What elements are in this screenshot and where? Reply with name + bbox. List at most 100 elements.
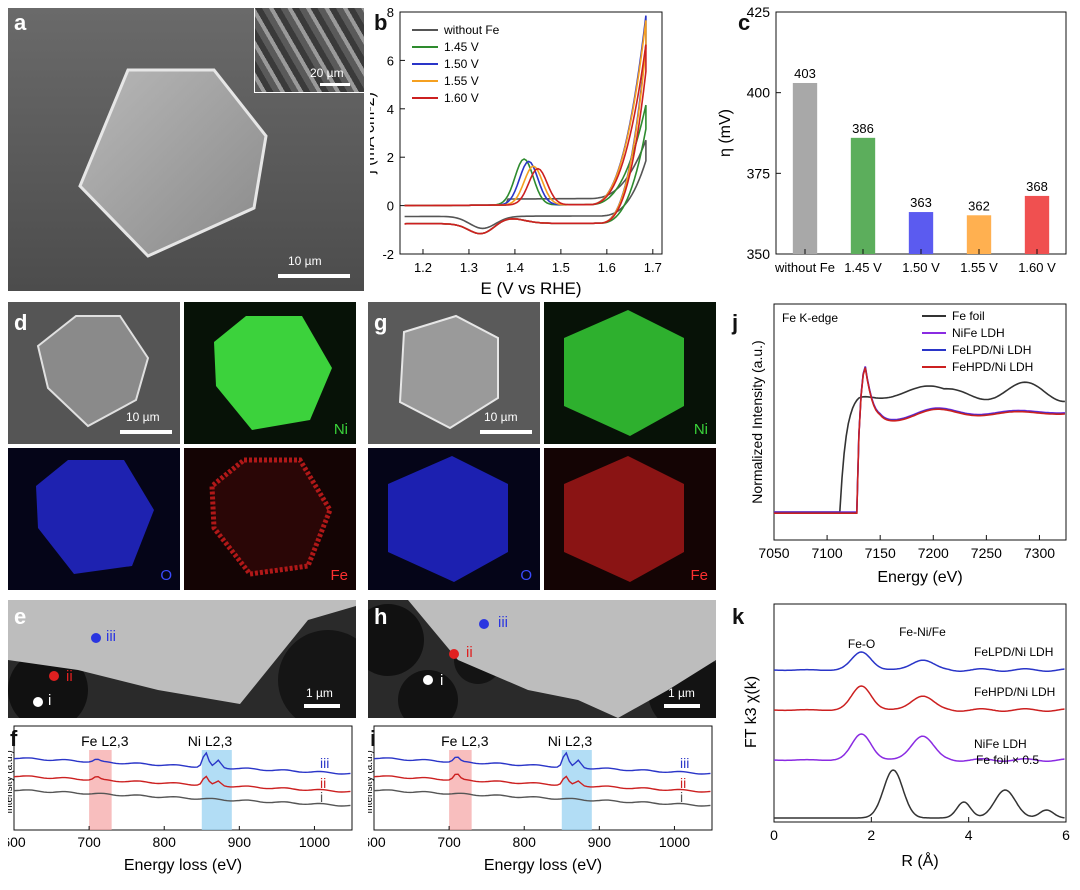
xtick-label-i: 800 — [513, 834, 537, 850]
cv-curve-4 — [404, 44, 647, 235]
inset-scale-bar — [320, 83, 350, 86]
ylabel-f: Intensity (a.u.) — [8, 750, 15, 813]
chart-i: Fe L2,3Ni L2,3iiiiii6007008009001000Ener… — [368, 725, 713, 874]
curve-label-k: FeHPD/Ni LDH — [974, 685, 1055, 699]
legend-label-j: FeLPD/Ni LDH — [952, 343, 1031, 357]
bar-value-c: 363 — [910, 195, 932, 210]
eels-curve-i — [13, 789, 351, 807]
xtick-label-b: 1.7 — [644, 260, 662, 275]
cv-curve-3 — [404, 20, 647, 235]
xtick-label-f: 1000 — [299, 834, 330, 850]
xtick-label-i: 1000 — [659, 834, 690, 850]
xlabel-b: E (V vs RHE) — [480, 279, 581, 298]
label-d: d — [14, 310, 28, 335]
legend-label-b: 1.50 V — [444, 57, 479, 71]
legend-label-b: without Fe — [443, 23, 500, 37]
point-iii-e — [91, 633, 101, 643]
map-ni-g: Ni — [544, 302, 716, 444]
ylabel-k: FT k3 χ(k) — [743, 676, 760, 748]
fe-label-d: Fe — [330, 567, 348, 584]
curve-label-i: ii — [680, 775, 686, 791]
scale-bar-a — [278, 274, 350, 278]
xtick-label-k: 4 — [965, 827, 973, 843]
bar-c — [850, 137, 876, 254]
xtick-label-c: 1.45 V — [844, 260, 882, 275]
panel-e-image: iii ii i 1 µm — [8, 600, 356, 718]
legend-label-j: FeHPD/Ni LDH — [952, 360, 1033, 374]
scale-label-a: 10 µm — [288, 254, 322, 268]
bar-value-c: 368 — [1026, 179, 1048, 194]
xtick-label-k: 2 — [867, 827, 875, 843]
xtick-label-k: 6 — [1062, 827, 1070, 843]
ylabel-b: j (mA cm-2) — [370, 92, 378, 175]
panel-g-sem: 10 µm — [368, 302, 540, 444]
point-ii-e — [49, 671, 59, 681]
xanes-curve-0 — [774, 381, 1065, 513]
xtick-label-c: 1.55 V — [960, 260, 998, 275]
ytick-label-c: 375 — [747, 165, 771, 181]
xtick-label-b: 1.3 — [460, 260, 478, 275]
annotation-k: Fe-O — [848, 637, 875, 651]
xlabel-k: R (Å) — [901, 851, 938, 870]
curve-label-i: i — [680, 789, 683, 805]
bar-value-c: 403 — [794, 66, 816, 81]
plot-frame-j — [773, 303, 1067, 541]
ytick-label-b: 0 — [387, 199, 394, 214]
xtick-label-j: 7100 — [812, 545, 843, 561]
xtick-label-b: 1.2 — [414, 260, 432, 275]
ytick-label-c: 350 — [747, 246, 771, 262]
point-iii-h — [479, 619, 489, 629]
xtick-label-c: without Fe — [774, 260, 835, 275]
chart-c: 350 375 400 425 403 without Fe 386 1.45 V 363 1.… — [717, 4, 1067, 275]
chart-b: 1.2 1.3 1.4 1.5 1.6 1.7 -2 0 2 4 6 8 E (V vs RHE) j… — [370, 5, 663, 298]
fe-band-label-f: Fe L2,3 — [81, 733, 129, 749]
legend-label-j: Fe foil — [952, 309, 985, 323]
exafs-curve-2 — [773, 733, 1065, 762]
map-o-d: O — [8, 448, 180, 590]
point-label-i-e: i — [48, 692, 52, 709]
curve-label-k: FeLPD/Ni LDH — [974, 645, 1053, 659]
chart-k: 0 2 4 6 R (Å) FT k3 χ(k) Fe-O Fe-Ni/Fe FeLPD/Ni … — [743, 603, 1070, 870]
curve-label-k: NiFe LDH — [974, 737, 1027, 751]
legend-label-b: 1.60 V — [444, 91, 479, 105]
xtick-label-k: 0 — [770, 827, 778, 843]
curve-label-k: Fe foil × 0.5 — [976, 753, 1039, 767]
fe-band-f — [89, 750, 112, 830]
ylabel-i: Intensity (a.u.) — [368, 750, 375, 813]
scale-bar-d — [120, 430, 172, 434]
eels-curve-ii — [13, 775, 351, 793]
scale-label-h: 1 µm — [668, 686, 695, 700]
inset-image — [254, 8, 364, 93]
curve-label-f: ii — [320, 775, 326, 791]
legend-label-b: 1.45 V — [444, 40, 479, 54]
xanes-curve-2 — [774, 366, 1065, 514]
panel-a-sem: 20 µm 10 µm — [8, 8, 364, 291]
label-c: c — [738, 10, 751, 35]
plot-frame-k — [773, 603, 1067, 823]
xtick-label-f: 600 — [8, 834, 26, 850]
xanes-curve-3 — [774, 367, 1065, 514]
point-label-ii-e: ii — [66, 668, 73, 685]
ytick-label-b: 4 — [387, 102, 394, 117]
hexagon-crystal — [78, 68, 268, 258]
annotation-k: Fe-Ni/Fe — [899, 625, 946, 639]
ni-band-f — [201, 750, 232, 830]
xtick-label-c: 1.50 V — [902, 260, 940, 275]
point-i-h — [423, 675, 433, 685]
xtick-label-j: 7300 — [1024, 545, 1055, 561]
point-label-ii-h: ii — [466, 644, 473, 661]
curve-label-f: i — [320, 789, 323, 805]
xlabel-i: Energy loss (eV) — [484, 857, 602, 874]
eels-curve-ii — [373, 773, 711, 793]
xlabel-j: Energy (eV) — [877, 569, 962, 586]
xtick-label-i: 700 — [437, 834, 461, 850]
point-i-e — [33, 697, 43, 707]
ni-band-label-i: Ni L2,3 — [548, 733, 593, 749]
curve-label-f: iii — [320, 755, 329, 771]
ni-label-d: Ni — [333, 421, 348, 438]
exafs-curve-1 — [773, 685, 1065, 712]
bar-value-c: 386 — [852, 121, 874, 136]
title-j: Fe K-edge — [782, 311, 838, 325]
xtick-label-f: 900 — [228, 834, 252, 850]
xtick-label-j: 7250 — [971, 545, 1002, 561]
